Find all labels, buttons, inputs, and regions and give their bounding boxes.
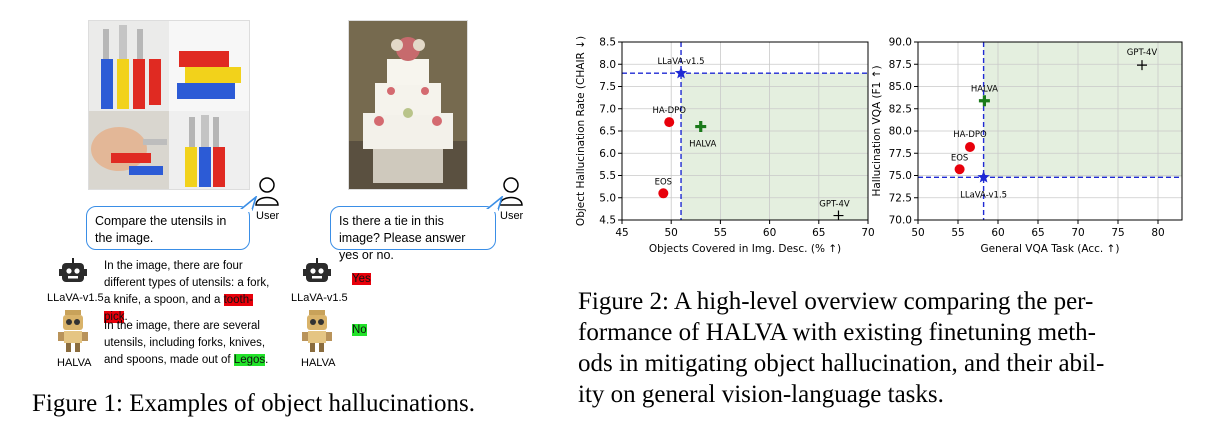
lego-utensils-illustration	[89, 21, 249, 189]
utensils-image	[88, 20, 250, 190]
model-label-halva: HALVA	[301, 357, 336, 369]
y-tick-label: 72.5	[889, 192, 912, 204]
x-tick-label: 45	[615, 227, 628, 239]
y-tick-label: 90.0	[889, 37, 912, 49]
data-point-plus	[695, 121, 707, 133]
x-tick-label: 50	[911, 227, 924, 239]
y-tick-label: 80.0	[889, 126, 912, 138]
x-tick-label: 55	[714, 227, 727, 239]
wedding-cake-image	[348, 20, 468, 190]
caption-line: ity on general vision-language tasks.	[578, 381, 944, 408]
model-label-llava: LLaVA-v1.5	[47, 292, 104, 304]
user-prompt-bubble: Compare the utensils in the image.	[86, 206, 250, 250]
y-tick-label: 77.5	[889, 148, 912, 160]
x-tick-label: 65	[1031, 227, 1044, 239]
x-tick-label: 60	[763, 227, 776, 239]
y-tick-label: 7.5	[599, 81, 616, 93]
response-text-end: .	[265, 354, 269, 366]
caption-line: Figure 2: A high-level overview comparin…	[578, 288, 1094, 315]
chart-hallucination-rate-vs-coverage: 45 50 55 60 65 70 4.5 5.0 5.5 6.0 6.5 7.0 7.5 8.0 8.5 O…	[575, 36, 875, 255]
y-tick-label: 82.5	[889, 103, 912, 115]
cake-illustration	[349, 21, 467, 189]
x-tick-label: 50	[665, 227, 678, 239]
y-tick-label: 70.0	[889, 215, 912, 227]
halva-response: In the image, there are several utensils…	[104, 318, 274, 369]
point-label: EOS	[655, 177, 672, 187]
point-label: HA-DPO	[953, 130, 987, 140]
x-tick-label: 55	[951, 227, 964, 239]
user-label: User	[500, 210, 524, 222]
y-tick-label: 6.5	[599, 126, 616, 138]
data-point-circle	[664, 117, 675, 128]
user-prompt-bubble: Is there a tie in this image? Please ans…	[330, 206, 496, 262]
y-axis-label: Hallucination VQA (F1 ↑)	[872, 65, 883, 196]
x-tick-label: 60	[991, 227, 1004, 239]
y-tick-label: 87.5	[889, 59, 912, 71]
user-prompt-text: Compare the utensils in the image.	[95, 214, 227, 245]
correct-answer-highlight: No	[352, 324, 367, 336]
x-tick-label: 80	[1151, 227, 1164, 239]
y-tick-label: 8.5	[599, 37, 616, 49]
point-label: HALVA	[689, 140, 716, 150]
y-axis-label: Object Hallucination Rate (CHAIR ↓)	[575, 36, 587, 226]
user-icon	[255, 177, 279, 206]
user-prompt-text: Is there a tie in this image? Please ans…	[339, 214, 466, 262]
y-tick-label: 85.0	[889, 81, 912, 93]
figure-2-caption: Figure 2: A high-level overview comparin…	[578, 286, 1198, 410]
data-point-plus	[1137, 60, 1147, 71]
x-tick-label: 70	[1071, 227, 1084, 239]
response-text-end: .	[124, 311, 128, 323]
figure-1-caption: Figure 1: Examples of object hallucinati…	[32, 390, 475, 417]
x-tick-label: 70	[861, 227, 874, 239]
shaded-region	[681, 73, 868, 221]
response-text: In the image, there are four different t…	[104, 260, 270, 306]
shaded-region	[983, 42, 1182, 178]
y-tick-label: 4.5	[599, 215, 616, 227]
point-label: LLaVA-v1.5	[658, 57, 705, 67]
bubble-tail	[240, 196, 258, 212]
y-tick-label: 7.0	[599, 103, 616, 115]
model-label-halva: HALVA	[57, 357, 92, 369]
y-tick-label: 5.0	[599, 192, 616, 204]
y-tick-label: 5.5	[599, 170, 616, 182]
llava-answer: Yes	[352, 271, 371, 288]
point-label: HALVA	[971, 85, 998, 95]
data-point-circle	[658, 188, 669, 199]
x-tick-label: 75	[1111, 227, 1124, 239]
robot-icon	[303, 258, 331, 282]
point-label: GPT-4V	[1127, 48, 1158, 58]
point-label: EOS	[951, 153, 968, 163]
robot-icon	[59, 258, 87, 282]
response-text: In the image, there are several utensils…	[104, 320, 266, 366]
halva-answer: No	[352, 322, 367, 339]
data-point-star	[674, 66, 688, 79]
user-label: User	[256, 210, 280, 222]
point-label: HA-DPO	[653, 106, 687, 116]
data-point-circle	[954, 164, 965, 175]
data-point-plus	[833, 210, 844, 221]
hallucinated-answer-highlight: Yes	[352, 273, 371, 285]
model-label-llava: LLaVA-v1.5	[291, 292, 348, 304]
point-label: LLaVA-v1.5	[960, 190, 1007, 200]
llava-response: In the image, there are four different t…	[104, 258, 274, 326]
data-point-star	[977, 170, 990, 183]
y-tick-label: 8.0	[599, 59, 616, 71]
correct-object-highlight: Legos	[233, 354, 266, 366]
x-tick-label: 65	[812, 227, 825, 239]
data-point-plus	[978, 95, 990, 107]
halva-robot-icon	[302, 310, 332, 352]
caption-line: ods in mitigating object hallucination, …	[578, 350, 1105, 377]
data-point-circle	[965, 142, 975, 153]
chart-hallucination-vqa-vs-general-vqa: 50 55 60 65 70 75 80 70.0 72.5 75.0 77.5 80.0 82.5 85…	[872, 37, 1183, 255]
bubble-tail	[486, 196, 504, 212]
x-axis-label: Objects Covered in Img. Desc. (% ↑)	[649, 243, 841, 255]
point-label: GPT-4V	[819, 200, 850, 210]
y-tick-label: 75.0	[889, 170, 912, 182]
halva-robot-icon	[58, 310, 88, 352]
x-axis-label: General VQA Task (Acc. ↑)	[981, 243, 1120, 255]
y-tick-label: 6.0	[599, 148, 616, 160]
caption-line: formance of HALVA with existing finetuni…	[578, 319, 1096, 346]
